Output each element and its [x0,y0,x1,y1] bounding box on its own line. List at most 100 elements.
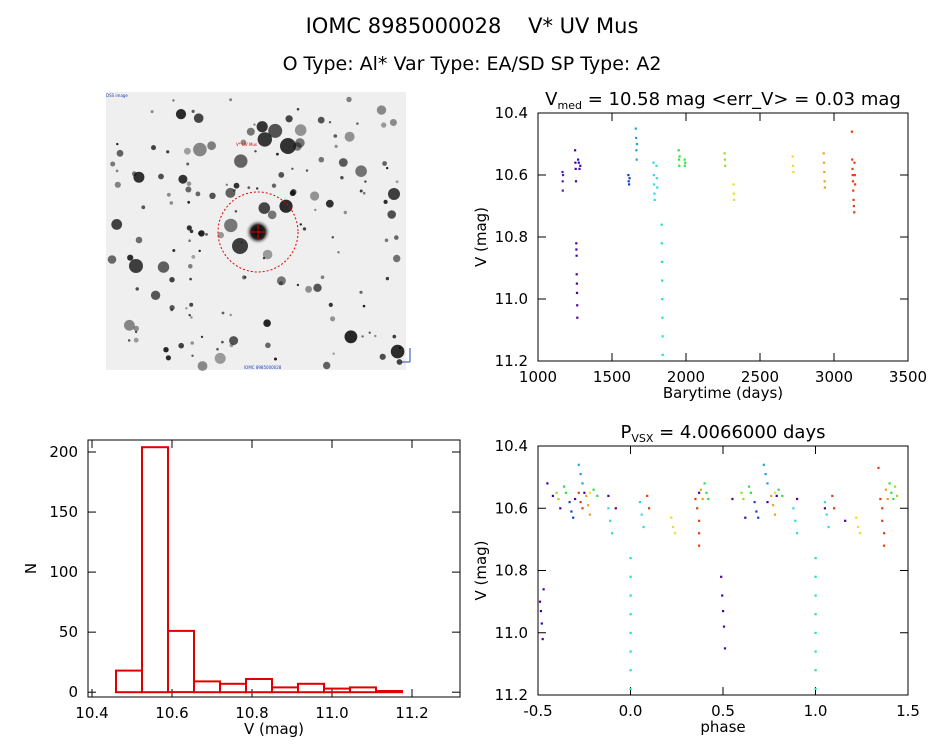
sky-star [346,96,352,103]
histogram-bar [167,629,195,694]
x-tick-label-1: 11.0 [315,704,348,722]
sky-star [328,121,332,124]
sky-star [323,361,331,370]
sky-star [276,276,286,286]
histogram-bar [297,682,325,694]
data-point-2 [855,516,858,519]
data-point-0 [575,254,578,257]
sky-star [221,340,224,344]
histogram-bar [115,669,143,694]
sky-star [362,191,366,195]
data-point-0 [635,143,639,146]
y-axis-label-1: N [22,563,40,574]
histogram-bar [271,686,299,694]
data-point-2 [814,557,817,560]
data-point-2 [698,532,701,535]
plot-frame-0 [537,112,909,362]
sky-star [278,172,285,178]
sky-star [157,261,170,273]
sky-star [169,201,174,205]
sky-star [187,200,191,204]
page-subtitle: O Type: Al* Var Type: EA/SD SP Type: A2 [282,53,662,75]
data-point-2 [753,501,756,504]
sky-star [135,236,143,244]
sky-star [214,352,226,364]
data-point-2 [673,532,677,535]
sky-star [191,255,196,259]
data-point-2 [755,510,758,513]
data-point-2 [546,482,549,485]
data-point-0 [577,158,580,161]
data-point-2 [588,513,591,516]
y-axis-label-0: V (mag) [472,207,490,267]
sky-star [384,238,389,243]
data-point-2 [781,494,784,497]
sky-star [225,187,236,198]
data-point-2 [814,594,817,597]
data-point-2 [892,497,895,501]
sky-bottom-label: IOMC 8985000028 [244,365,282,370]
sky-star [133,337,139,343]
data-point-2 [579,501,582,504]
data-point-0 [635,149,638,152]
x-axis-label-1: V (mag) [244,720,304,738]
sky-star [276,152,279,156]
data-point-0 [724,164,727,167]
data-point-2 [579,473,582,476]
data-point-0 [792,170,795,174]
data-point-2 [773,513,776,516]
data-point-0 [683,164,686,167]
sky-star [338,158,348,167]
sky-star [267,210,277,220]
data-point-0 [852,205,855,208]
sky-star [263,319,271,328]
data-point-2 [694,497,697,501]
data-point-2 [551,494,554,497]
sky-star [217,231,224,239]
x-tick-label-2: -0.5 [523,702,552,720]
data-point-2 [766,482,769,485]
sky-star [234,210,238,213]
sky-star [158,173,164,180]
data-point-2 [775,494,778,497]
data-point-2 [592,488,595,491]
data-point-2 [833,507,836,510]
histogram-bar [141,446,169,694]
data-point-0 [628,183,631,186]
data-point-0 [851,180,855,183]
sky-star [184,147,191,155]
data-point-0 [627,180,630,183]
data-point-0 [574,161,577,164]
sky-star [229,313,232,317]
sky-star [198,249,201,253]
data-point-2 [629,631,632,634]
data-point-0 [652,174,655,177]
data-point-2 [825,513,828,516]
x-tick-label-1: 10.8 [235,704,268,722]
data-point-2 [562,485,566,488]
data-point-0 [574,149,577,152]
y-tick-label-1: 100 [49,563,78,581]
data-point-0 [677,158,681,161]
data-point-2 [629,594,632,597]
x-tick-label-1: 11.2 [395,704,428,722]
sky-star [253,123,256,126]
sky-star [191,354,194,357]
data-point-0 [627,174,630,177]
x-tick-label-1: 10.4 [75,704,108,722]
y-tick-label-0: 10.4 [495,104,528,122]
histogram-bar [219,682,247,694]
data-point-2 [574,497,577,501]
data-point-2 [814,613,817,616]
sky-star [388,188,400,200]
sky-star [232,238,248,254]
data-point-2 [814,669,817,672]
sky-star [274,357,277,361]
sky-star [241,275,247,280]
x-axis-label-0: Barytime (days) [663,384,783,402]
sky-star [116,142,119,146]
data-point-2 [831,494,834,497]
sky-star [317,116,325,124]
sky-star [256,187,259,190]
